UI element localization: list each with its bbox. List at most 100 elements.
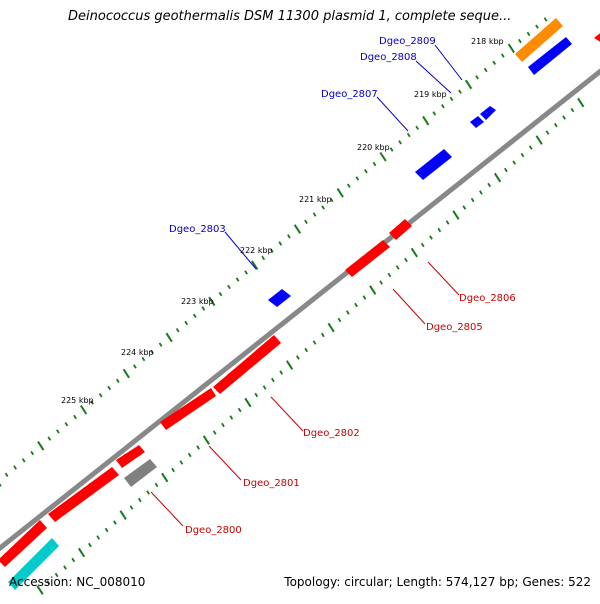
tick-mark-outer (133, 364, 137, 369)
tick-mark-outer (278, 241, 283, 246)
tick-mark-inner (369, 285, 377, 295)
gene-arrow-dgeo-2808[interactable] (480, 106, 496, 120)
tick-mark-outer (201, 306, 206, 311)
feature-gray[interactable] (124, 459, 157, 487)
tick-mark-inner (137, 497, 142, 503)
connector-dgeo-2806 (427, 261, 460, 296)
gene-label-dgeo-2801[interactable]: Dgeo_2801 (243, 478, 300, 489)
tick-mark-inner (404, 257, 408, 263)
other-features (8, 18, 563, 590)
tick-mark-inner (54, 572, 59, 578)
tick-mark-inner (179, 460, 184, 465)
gene-arrow-dgeo-2798[interactable] (0, 520, 47, 567)
tick-mark-outer (475, 75, 479, 80)
tick-label: 225 kbp (61, 396, 94, 405)
tick-mark-outer (526, 31, 531, 37)
tick-mark-outer (458, 89, 462, 94)
tick-mark-inner (470, 197, 475, 203)
feature-cyan[interactable] (8, 538, 59, 590)
tick-mark-inner (354, 302, 358, 308)
tick-mark-outer (184, 320, 189, 326)
tick-mark-outer (0, 483, 2, 487)
tick-mark-inner (46, 580, 51, 585)
tick-mark-outer (37, 441, 45, 451)
tick-mark-outer (98, 393, 103, 398)
summary-text: Topology: circular; Length: 574,127 bp; … (284, 575, 591, 589)
feature-orange[interactable] (515, 18, 563, 62)
tick-mark-outer (244, 270, 248, 275)
tick-mark-outer (175, 328, 180, 333)
tick-mark-outer (321, 205, 325, 210)
tick-mark-inner (88, 542, 92, 548)
tick-mark-outer (406, 132, 411, 138)
tick-mark-inner (229, 415, 234, 420)
gene-label-dgeo-2807[interactable]: Dgeo_2807 (321, 89, 378, 100)
tick-mark-inner (462, 205, 467, 210)
gene-arrow-dgeo-2799[interactable] (48, 467, 119, 522)
tick-mark-outer (115, 378, 120, 383)
tick-mark-outer (287, 234, 291, 239)
gene-labels: Dgeo_2809 Dgeo_2808 Dgeo_2807 Dgeo_2803 … (169, 36, 516, 536)
tick-mark-inner (479, 190, 483, 195)
gene-arrow-dgeo-2805[interactable] (345, 240, 390, 277)
tick-mark-inner (212, 430, 217, 435)
tick-mark-inner (171, 467, 175, 473)
tick-mark-outer (507, 43, 515, 54)
tick-mark-inner (279, 370, 284, 375)
tick-mark-inner (337, 317, 342, 323)
tick-mark-inner (312, 340, 317, 345)
tick-mark-outer (192, 313, 197, 318)
gene-arrow-dgeo-2801[interactable] (160, 388, 216, 430)
tick-mark-outer (346, 183, 351, 188)
gene-arrow-dgeo-2809[interactable] (528, 37, 572, 75)
connector-dgeo-2800 (150, 491, 184, 527)
tick-mark-inner (237, 407, 242, 413)
tick-mark-inner (528, 145, 533, 150)
tick-mark-inner (387, 272, 392, 278)
gene-label-dgeo-2802[interactable]: Dgeo_2802 (303, 428, 360, 439)
tick-mark-outer (73, 414, 77, 420)
gene-label-dgeo-2809[interactable]: Dgeo_2809 (379, 36, 436, 47)
tick-mark-inner (221, 422, 225, 428)
tick-mark-inner (146, 490, 150, 495)
tick-mark-outer (379, 151, 387, 162)
tick-mark-outer (464, 79, 473, 90)
tick-mark-inner (487, 182, 492, 188)
tick-label: 219 kbp (414, 90, 447, 99)
gene-arrow-dgeo-2803[interactable] (268, 289, 291, 307)
gene-label-dgeo-2805[interactable]: Dgeo_2805 (426, 322, 483, 333)
tick-mark-outer (90, 400, 94, 405)
tick-mark-outer (251, 260, 259, 270)
connector-dgeo-2801 (208, 445, 242, 481)
tick-mark-outer (218, 291, 223, 297)
tick-mark-outer (227, 284, 231, 290)
gene-arrow-dgeo-2807[interactable] (415, 149, 452, 180)
gene-arrow-dgeo-2802[interactable] (213, 335, 281, 394)
gene-label-dgeo-2803[interactable]: Dgeo_2803 (169, 224, 226, 235)
tick-mark-inner (410, 247, 418, 258)
tick-label: 223 kbp (181, 297, 214, 306)
tick-mark-inner (512, 160, 517, 165)
tick-mark-outer (165, 332, 173, 343)
tick-label: 221 kbp (299, 195, 332, 204)
gene-label-dgeo-2806[interactable]: Dgeo_2806 (459, 293, 516, 304)
tick-mark-inner (553, 122, 558, 128)
gene-arrow-dgeo-2808b[interactable] (470, 116, 484, 128)
tick-mark-outer (492, 60, 497, 65)
tick-mark-inner (196, 445, 200, 450)
forward-genes (268, 37, 572, 307)
tick-mark-outer (364, 169, 368, 174)
gene-label-dgeo-2800[interactable]: Dgeo_2800 (185, 525, 242, 536)
tick-mark-outer (518, 38, 522, 44)
gene-label-dgeo-2808[interactable]: Dgeo_2808 (360, 52, 417, 63)
gene-arrow-dgeo-2806[interactable] (389, 219, 412, 240)
tick-mark-outer (415, 125, 420, 130)
backbone-line (0, 68, 600, 552)
connector-dgeo-2802 (270, 396, 304, 432)
map-title: Deinococcus geothermalis DSM 11300 plasm… (68, 9, 512, 24)
tick-label: 222 kbp (240, 246, 273, 255)
label-connectors (150, 44, 463, 527)
tick-mark-outer (64, 422, 69, 427)
tick-mark-inner (296, 355, 300, 360)
gene-arrow-dgeo-2800[interactable] (116, 445, 145, 468)
